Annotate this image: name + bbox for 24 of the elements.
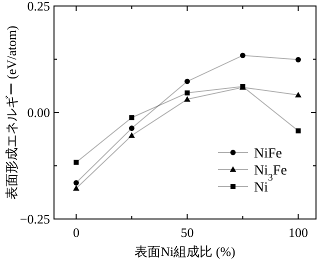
point <box>295 92 302 98</box>
point <box>73 185 80 191</box>
y-tick-label: −0.25 <box>20 212 50 226</box>
x-tick-label: 0 <box>72 225 80 240</box>
point <box>74 160 79 165</box>
point <box>74 180 79 186</box>
legend-label: Ni <box>254 180 268 196</box>
point <box>184 78 190 84</box>
point <box>129 126 134 131</box>
x-tick-label: 50 <box>180 225 194 240</box>
point <box>128 132 135 138</box>
legend-label: Ni$_{3}$Fe <box>254 164 287 183</box>
point <box>184 96 190 102</box>
point <box>296 56 301 62</box>
y-axis-title: 表面形成エネルギー (eV/atom) <box>4 26 19 200</box>
y-tick-label: 0.00 <box>27 105 50 120</box>
point <box>296 128 301 134</box>
x-axis-title: 表面Ni組成比 (%) <box>134 244 236 259</box>
legend-label: NiFe <box>254 146 282 162</box>
y-tick-label: 0.25 <box>27 0 50 14</box>
x-tick-label: 100 <box>288 225 308 240</box>
point <box>184 90 190 96</box>
point <box>129 115 134 120</box>
point <box>240 52 246 58</box>
